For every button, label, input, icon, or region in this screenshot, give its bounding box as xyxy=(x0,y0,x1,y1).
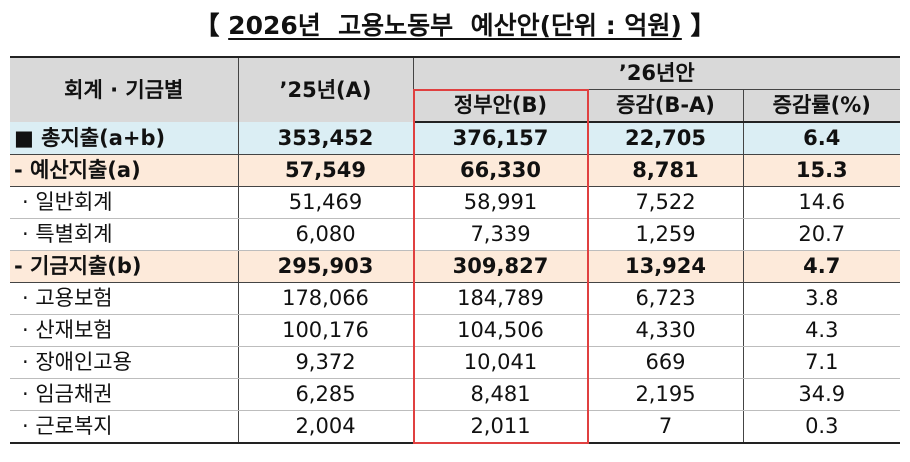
header-2026-group: ’26년안 xyxy=(413,56,901,90)
cell-2025: 51,469 xyxy=(238,186,414,219)
table-row: · 고용보험 178,066 184,789 6,723 3.8 xyxy=(10,282,901,315)
budget-table: 회계 · 기금별 ’25년(A) ’26년안 정부안(B) 증감(B-A) 증감… xyxy=(10,56,901,444)
row-label: - 기금지출(b) xyxy=(10,250,239,283)
row-label: · 고용보험 xyxy=(10,282,239,315)
table-row: · 산재보험 100,176 104,506 4,330 4.3 xyxy=(10,314,901,347)
row-label: · 근로복지 xyxy=(10,410,239,444)
row-label: · 특별회계 xyxy=(10,218,239,251)
cell-2025: 9,372 xyxy=(238,346,414,379)
cell-gov: 8,481 xyxy=(413,378,589,411)
cell-2025: 6,080 xyxy=(238,218,414,251)
table-row-total: ■ 총지출(a+b) 353,452 376,157 22,705 6.4 xyxy=(10,122,901,155)
cell-change: 2,195 xyxy=(588,378,744,411)
row-label: - 예산지출(a) xyxy=(10,154,239,187)
table-row-fund-expenditure: - 기금지출(b) 295,903 309,827 13,924 4.7 xyxy=(10,250,901,283)
cell-rate: 14.6 xyxy=(743,186,901,219)
row-label: ■ 총지출(a+b) xyxy=(10,122,239,155)
title-text: 2026년 고용노동부 예산안(단위 : 억원) xyxy=(228,11,682,40)
cell-gov: 58,991 xyxy=(413,186,589,219)
cell-change: 22,705 xyxy=(588,122,744,155)
cell-rate: 20.7 xyxy=(743,218,901,251)
cell-gov: 104,506 xyxy=(413,314,589,347)
cell-2025: 178,066 xyxy=(238,282,414,315)
table-row: · 장애인고용 9,372 10,041 669 7.1 xyxy=(10,346,901,379)
cell-2025: 2,004 xyxy=(238,410,414,444)
cell-2025: 295,903 xyxy=(238,250,414,283)
cell-2025: 6,285 xyxy=(238,378,414,411)
table-row: · 임금채권 6,285 8,481 2,195 34.9 xyxy=(10,378,901,411)
cell-change: 7,522 xyxy=(588,186,744,219)
cell-2025: 57,549 xyxy=(238,154,414,187)
header-change: 증감(B-A) xyxy=(588,89,744,123)
cell-gov: 7,339 xyxy=(413,218,589,251)
cell-2025: 353,452 xyxy=(238,122,414,155)
row-label: · 일반회계 xyxy=(10,186,239,219)
cell-gov: 10,041 xyxy=(413,346,589,379)
cell-rate: 6.4 xyxy=(743,122,901,155)
cell-gov: 2,011 xyxy=(413,410,589,444)
header-2025: ’25년(A) xyxy=(238,56,414,122)
cell-rate: 7.1 xyxy=(743,346,901,379)
cell-rate: 15.3 xyxy=(743,154,901,187)
cell-change: 6,723 xyxy=(588,282,744,315)
header-rate: 증감률(%) xyxy=(743,89,901,123)
cell-gov: 66,330 xyxy=(413,154,589,187)
cell-change: 1,259 xyxy=(588,218,744,251)
row-label: · 산재보험 xyxy=(10,314,239,347)
row-label: · 임금채권 xyxy=(10,378,239,411)
row-label: · 장애인고용 xyxy=(10,346,239,379)
title-close-bracket: 】 xyxy=(690,11,716,40)
cell-change: 669 xyxy=(588,346,744,379)
cell-gov: 376,157 xyxy=(413,122,589,155)
cell-change: 4,330 xyxy=(588,314,744,347)
cell-change: 7 xyxy=(588,410,744,444)
cell-gov: 309,827 xyxy=(413,250,589,283)
table-row: · 근로복지 2,004 2,011 7 0.3 xyxy=(10,410,901,444)
header-category: 회계 · 기금별 xyxy=(10,56,239,122)
cell-2025: 100,176 xyxy=(238,314,414,347)
table-row: · 특별회계 6,080 7,339 1,259 20.7 xyxy=(10,218,901,251)
title-open-bracket: 【 xyxy=(194,11,220,40)
cell-rate: 4.3 xyxy=(743,314,901,347)
page-title: 【 2026년 고용노동부 예산안(단위 : 억원) 】 xyxy=(0,6,910,42)
header-gov-proposal: 정부안(B) xyxy=(413,89,589,123)
cell-rate: 34.9 xyxy=(743,378,901,411)
cell-rate: 4.7 xyxy=(743,250,901,283)
table-row: · 일반회계 51,469 58,991 7,522 14.6 xyxy=(10,186,901,219)
cell-change: 8,781 xyxy=(588,154,744,187)
cell-change: 13,924 xyxy=(588,250,744,283)
cell-gov: 184,789 xyxy=(413,282,589,315)
cell-rate: 0.3 xyxy=(743,410,901,444)
cell-rate: 3.8 xyxy=(743,282,901,315)
table-row-budget-expenditure: - 예산지출(a) 57,549 66,330 8,781 15.3 xyxy=(10,154,901,187)
